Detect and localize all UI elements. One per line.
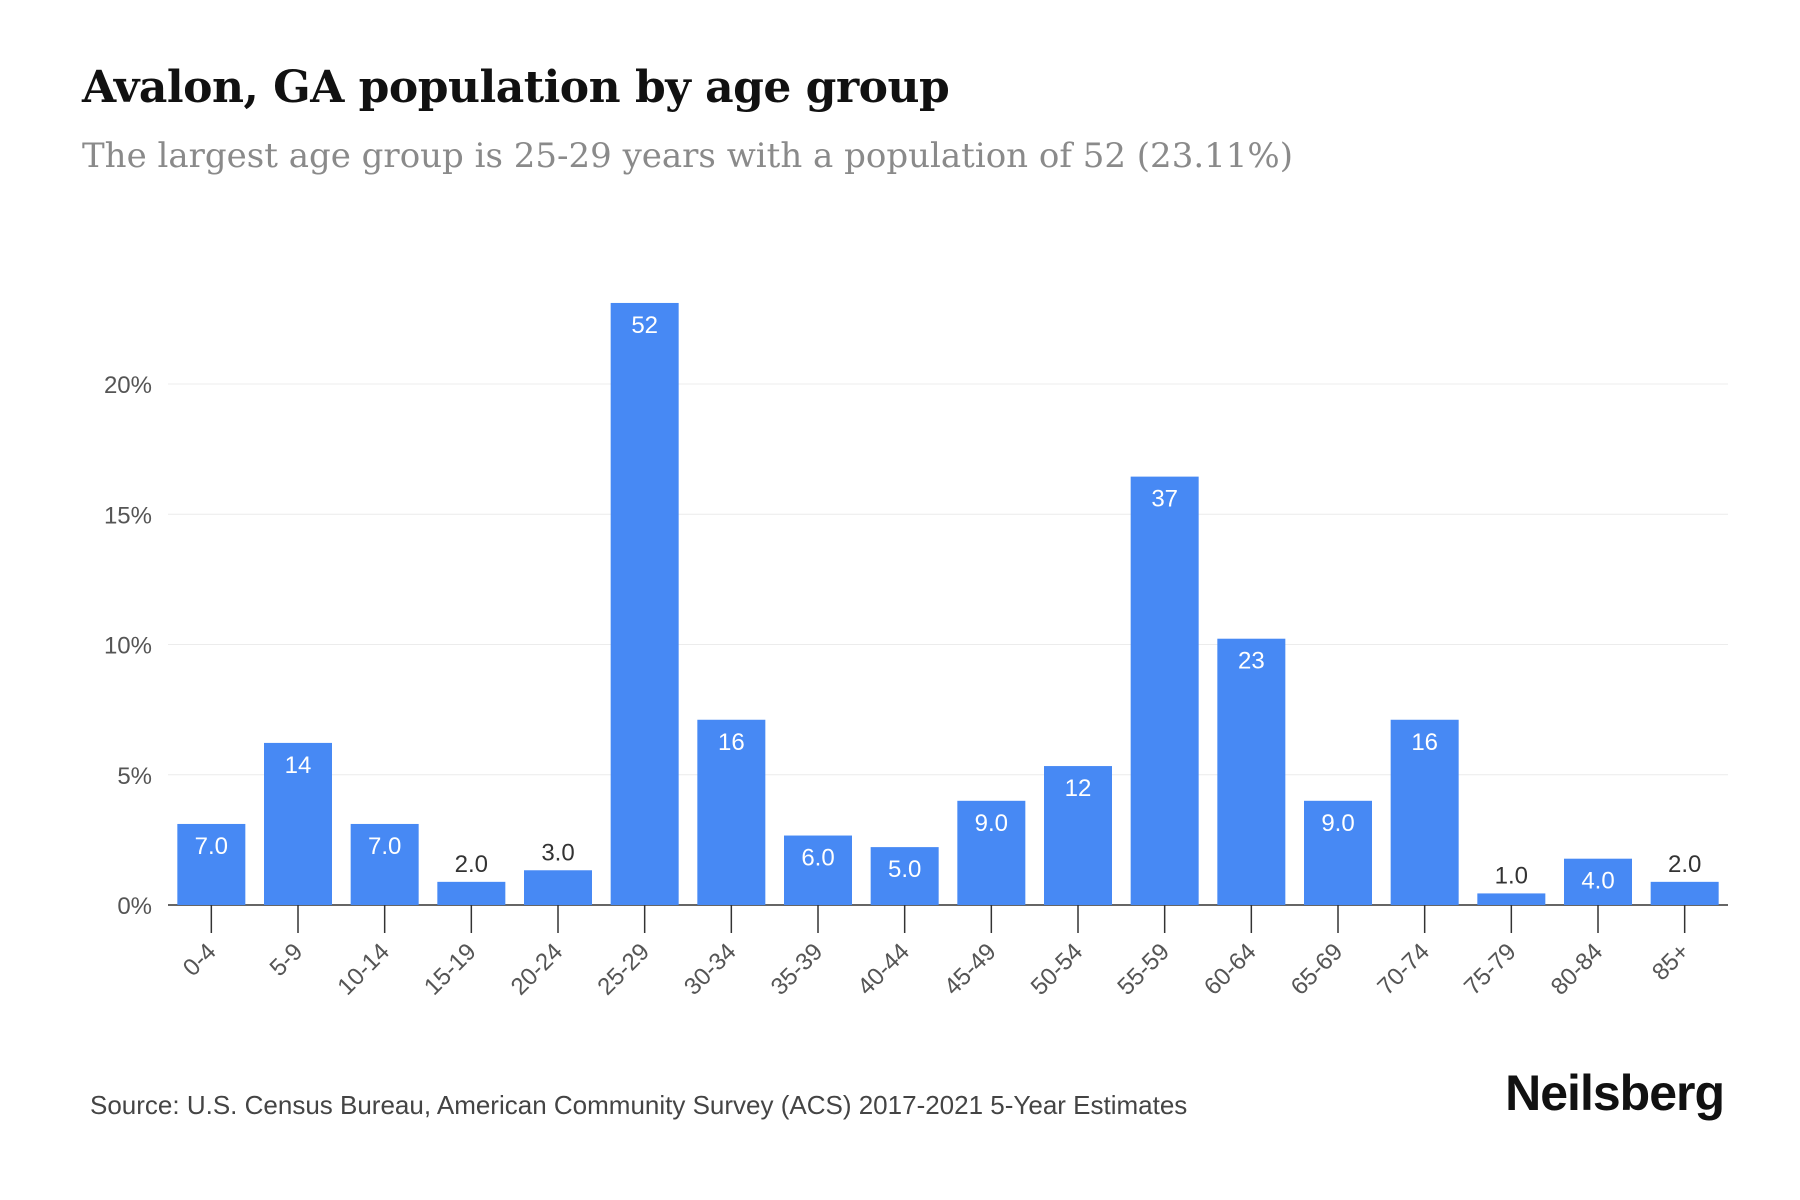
bar-45-49 xyxy=(957,800,1026,905)
y-tick-label: 5% xyxy=(117,763,152,790)
bar-value-label: 4.0 xyxy=(1581,868,1614,895)
y-tick-label: 15% xyxy=(104,502,152,529)
x-tick-label: 65-69 xyxy=(1286,938,1349,1001)
y-tick-label: 20% xyxy=(104,372,152,399)
x-tick-label: 25-29 xyxy=(592,938,655,1001)
bar-value-label: 3.0 xyxy=(541,839,574,866)
bar-5-9 xyxy=(264,742,332,905)
x-tick-label: 45-49 xyxy=(939,938,1002,1001)
bar-value-label: 7.0 xyxy=(195,833,228,860)
bar-85+ xyxy=(1650,881,1719,905)
x-tick-label: 30-34 xyxy=(679,938,742,1001)
x-tick-label: 35-39 xyxy=(766,938,829,1001)
bar-25-29 xyxy=(610,302,679,905)
x-tick-label: 80-84 xyxy=(1546,938,1609,1001)
bar-65-69 xyxy=(1304,800,1372,905)
bar-value-label: 16 xyxy=(1411,729,1438,756)
y-tick-label: 0% xyxy=(117,893,152,920)
chart-subtitle: The largest age group is 25-29 years wit… xyxy=(82,136,1293,176)
x-tick-label: 5-9 xyxy=(265,938,309,982)
x-tick-label: 10-14 xyxy=(332,938,395,1001)
bar-value-label: 37 xyxy=(1151,486,1178,513)
bar-value-label: 6.0 xyxy=(801,845,834,872)
brand-logo: Neilsberg xyxy=(1505,1065,1725,1121)
bar-value-label: 12 xyxy=(1065,775,1092,802)
bar-50-54 xyxy=(1044,766,1112,905)
y-tick-label: 10% xyxy=(104,633,152,660)
source-note: Source: U.S. Census Bureau, American Com… xyxy=(90,1090,1188,1120)
bar-value-label: 7.0 xyxy=(368,833,401,860)
bar-60-64 xyxy=(1217,638,1286,905)
bar-value-label: 1.0 xyxy=(1495,862,1528,889)
bar-55-59 xyxy=(1130,476,1199,905)
bar-35-39 xyxy=(784,835,852,905)
x-tick-label: 15-19 xyxy=(419,938,482,1001)
bar-value-label: 16 xyxy=(718,729,745,756)
bar-value-label: 23 xyxy=(1238,648,1265,675)
bar-value-label: 5.0 xyxy=(888,856,921,883)
bar-30-34 xyxy=(697,719,766,905)
bar-value-label: 52 xyxy=(631,312,658,339)
x-tick-label: 0-4 xyxy=(178,938,222,982)
x-tick-label: 60-64 xyxy=(1199,938,1262,1001)
x-tick-label: 75-79 xyxy=(1459,938,1522,1001)
x-tick-label: 85+ xyxy=(1647,938,1695,986)
bar-20-24 xyxy=(524,870,592,905)
bar-value-label: 2.0 xyxy=(455,851,488,878)
bar-40-44 xyxy=(870,847,939,905)
bar-80-84 xyxy=(1564,858,1632,905)
bar-value-label: 14 xyxy=(285,752,312,779)
x-tick-label: 55-59 xyxy=(1112,938,1175,1001)
bar-70-74 xyxy=(1390,719,1459,905)
x-tick-label: 20-24 xyxy=(506,938,569,1001)
chart-title: Avalon, GA population by age group xyxy=(82,62,950,113)
bar-75-79 xyxy=(1477,893,1546,905)
x-tick-label: 50-54 xyxy=(1026,938,1089,1001)
bar-value-label: 2.0 xyxy=(1668,851,1701,878)
bar-10-14 xyxy=(350,823,419,905)
bar-0-4 xyxy=(177,823,246,905)
x-tick-label: 40-44 xyxy=(852,938,915,1001)
bar-value-label: 9.0 xyxy=(1321,810,1354,837)
x-tick-label: 70-74 xyxy=(1372,938,1435,1001)
bar-value-label: 9.0 xyxy=(975,810,1008,837)
bar-15-19 xyxy=(437,881,506,905)
